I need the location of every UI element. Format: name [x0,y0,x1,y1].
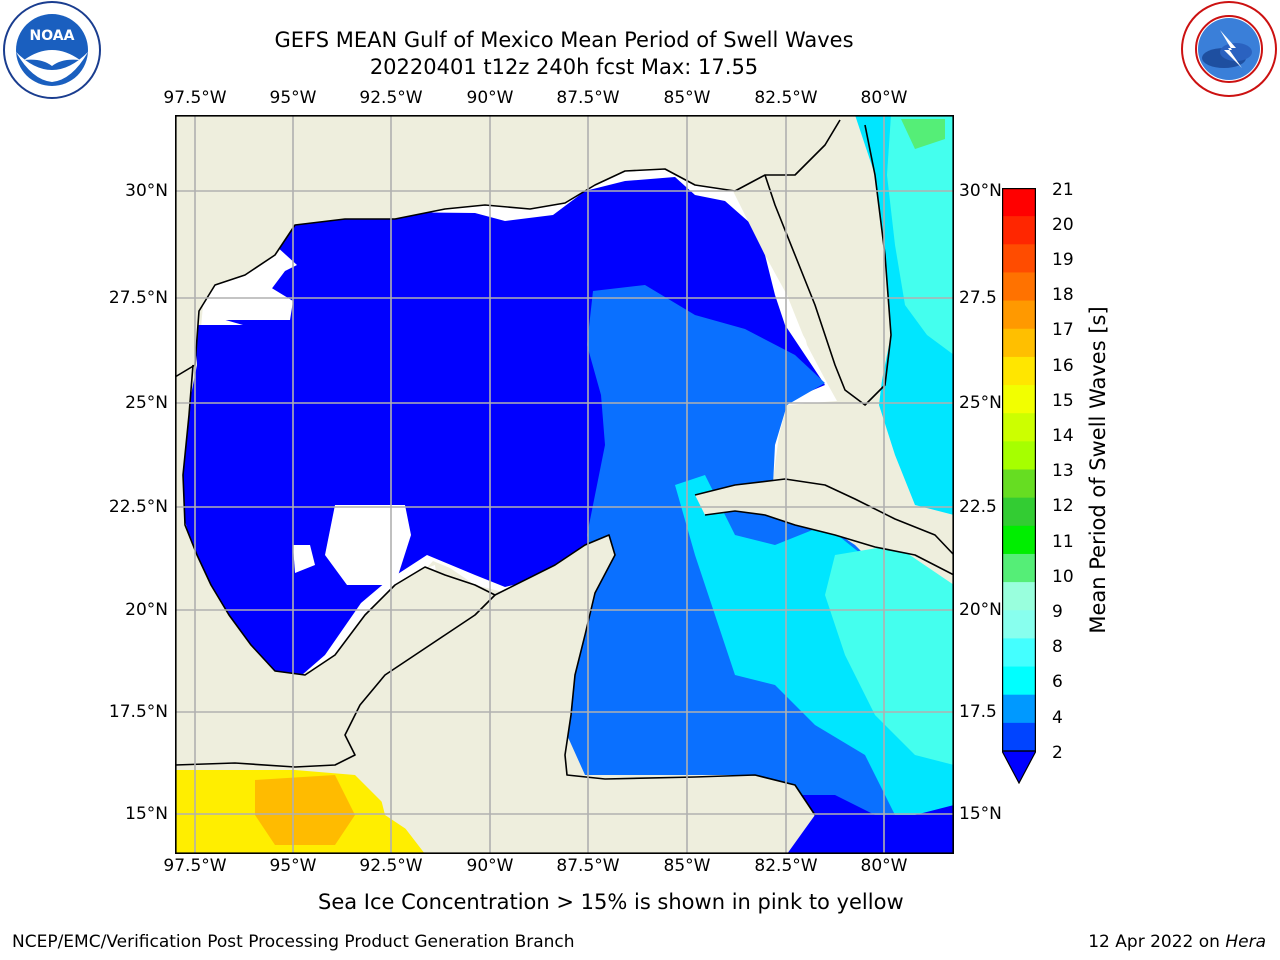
map-frame [175,115,954,854]
colorbar-tick-label: 14 [1052,426,1074,446]
pacific-field-16-17s [255,775,355,845]
lat-label-right: 17.5 [959,702,997,722]
lat-label-left: 17.5°N [108,702,168,722]
lat-label-right: 22.5 [959,497,997,517]
colorbar [1002,188,1036,784]
colorbar-band [1002,638,1036,668]
field-8-9s [825,545,954,765]
field-2-4s-se [787,795,954,854]
colorbar-band [1002,385,1036,414]
nws-logo [1181,1,1277,97]
colorbar-tick-label: 12 [1052,496,1074,516]
colorbar-band [1002,525,1036,555]
machine-name: Hera [1225,932,1266,952]
colorbar-tick-label: 18 [1052,285,1074,305]
colorbar-tick-label: 10 [1052,567,1074,587]
coastline [175,119,954,816]
colorbar-band [1002,356,1036,386]
colorbar-band [1002,610,1036,639]
map-panel [175,115,954,854]
lat-label-right: 27.5 [959,288,997,308]
colorbar-tick-label: 8 [1052,637,1063,657]
lat-label-left: 22.5°N [108,497,168,517]
lon-label-bottom: 87.5°W [556,856,620,876]
colorbar-band [1002,666,1036,696]
colorbar-band [1002,553,1036,583]
colorbar-tick-label: 21 [1052,180,1074,200]
chart-title: GEFS MEAN Gulf of Mexico Mean Period of … [274,28,854,52]
field-8-9s [887,115,954,355]
chart-subtitle: 20220401 t12z 240h fcst Max: 17.55 [369,55,759,79]
colorbar-tick-label: 15 [1052,391,1074,411]
colorbar-title: Mean Period of Swell Waves [s] [1086,306,1110,634]
lat-label-left: 30°N [125,181,168,201]
colorbar-band [1002,469,1036,499]
lat-label-left: 20°N [125,600,168,620]
field-9-10s [901,119,945,149]
colorbar-band [1002,497,1036,527]
colorbar-tick-label: 13 [1052,461,1074,481]
lat-label-right: 20°N [959,600,1002,620]
cuba-land [695,479,954,575]
colorbar-band [1002,694,1036,724]
colorbar-extend-triangle [1002,750,1036,784]
lon-label-top: 90°W [466,88,514,108]
colorbar-tick-label: 6 [1052,672,1063,692]
lon-label-bottom: 95°W [269,856,317,876]
noaa-logo: NOAA [3,1,101,99]
mexico-land [175,365,495,767]
colorbar-band [1002,188,1036,217]
lat-label-left: 25°N [125,393,168,413]
lon-label-top: 97.5°W [163,88,227,108]
noaa-logo-text: NOAA [30,28,75,44]
colorbar-band [1002,272,1036,302]
lon-label-bottom: 90°W [466,856,514,876]
colorbar-band [1002,582,1036,611]
colorbar-band [1002,328,1036,358]
lon-label-bottom: 85°W [663,856,711,876]
colorbar-tick-label: 17 [1052,320,1074,340]
lat-label-right: 25°N [959,393,1002,413]
yucatan-land [345,535,815,854]
lon-label-bottom: 80°W [860,856,908,876]
colorbar-frame [1002,188,1036,752]
lon-label-top: 80°W [860,88,908,108]
colorbar-tick-label: 11 [1052,532,1074,552]
colorbar-tick-label: 20 [1052,215,1074,235]
lon-label-bottom: 82.5°W [754,856,818,876]
lat-label-left: 27.5°N [108,288,168,308]
lon-label-top: 92.5°W [359,88,423,108]
colorbar-band [1002,413,1036,442]
lon-label-top: 82.5°W [754,88,818,108]
date-text: 12 Apr 2022 on Hera [1088,932,1266,952]
colorbar-band [1002,300,1036,330]
sea-ice-note: Sea Ice Concentration > 15% is shown in … [318,890,904,914]
lon-label-top: 85°W [663,88,711,108]
lat-label-right: 15°N [959,804,1002,824]
colorbar-band [1002,216,1036,245]
colorbar-band [1002,244,1036,273]
colorbar-tick-label: 4 [1052,708,1063,728]
colorbar-tick-label: 2 [1052,743,1063,763]
florida-land [730,115,891,405]
field-gap [293,545,315,573]
lon-label-top: 95°W [269,88,317,108]
field-gap [325,505,411,585]
lon-label-bottom: 92.5°W [359,856,423,876]
north-coast-land [175,115,855,375]
graticule [175,115,954,854]
lon-label-top: 87.5°W [556,88,620,108]
field-gap [215,287,293,320]
colorbar-tick-label: 16 [1052,356,1074,376]
colorbar-tick-label: 9 [1052,602,1063,622]
credit-text: NCEP/EMC/Verification Post Processing Pr… [12,932,575,952]
date-prefix: 12 Apr 2022 on [1088,932,1226,952]
colorbar-band [1002,722,1036,752]
colorbar-tick-label: 19 [1052,250,1074,270]
lon-label-bottom: 97.5°W [163,856,227,876]
lat-label-left: 15°N [125,804,168,824]
lat-label-right: 30°N [959,181,1002,201]
colorbar-band [1002,441,1036,470]
